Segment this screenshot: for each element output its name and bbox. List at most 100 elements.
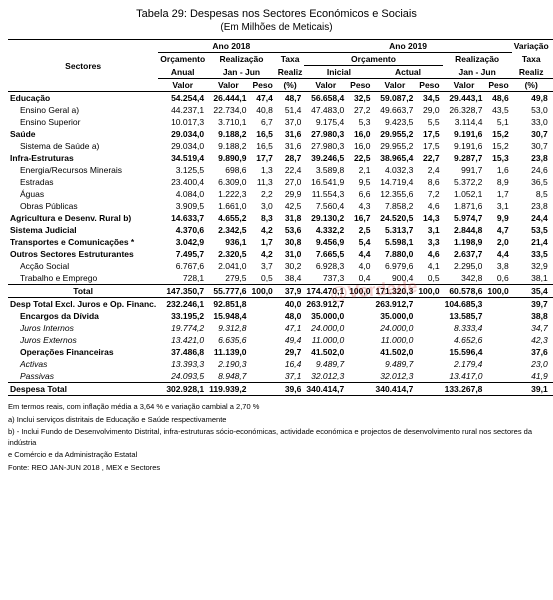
cell-value: 5,4 <box>347 236 373 248</box>
cell-value: 22,7 <box>416 152 442 164</box>
table-row: Acção Social6.767,62.041,03,730,26.928,3… <box>8 260 553 272</box>
cell-value: 11.139,0 <box>207 346 249 358</box>
row-label: Agricultura e Desenv. Rural b) <box>8 212 158 224</box>
cell-value: 4.655,2 <box>207 212 249 224</box>
cell-value: 2.637,7 <box>443 248 486 260</box>
cell-value: 31,8 <box>276 212 305 224</box>
cell-value: 16,0 <box>347 140 373 152</box>
cell-value: 53,6 <box>276 224 305 236</box>
cell-value: 23,8 <box>512 200 551 212</box>
cell-value: 340.414,7 <box>373 383 416 396</box>
cell-value: 6.309,0 <box>207 176 249 188</box>
header-janjun2: Jan - Jun <box>443 66 512 79</box>
cell-value: 29.955,2 <box>373 140 416 152</box>
header-valor: Valor <box>373 79 416 92</box>
header-taxa2: Taxa <box>512 53 551 66</box>
row-label: Passivas <box>8 370 158 383</box>
cell-value: 2.295,0 <box>443 260 486 272</box>
cell-value: 42,5 <box>276 200 305 212</box>
cell-value: 29,7 <box>276 346 305 358</box>
cell-value: 39,1 <box>512 383 551 396</box>
cell-value <box>416 370 442 383</box>
table-row: Activas13.393,32.190,316,49.489,79.489,7… <box>8 358 553 370</box>
table-row: Saúde29.034,09.188,216,531,627.980,316,0… <box>8 128 553 140</box>
cell-value: 24.520,5 <box>373 212 416 224</box>
cell-value: 24.000,0 <box>304 322 347 334</box>
cell-value <box>485 358 511 370</box>
cell-value: 26.444,1 <box>207 92 249 105</box>
cell-value: 54.254,4 <box>158 92 207 105</box>
header-peso: Peso <box>485 79 511 92</box>
row-label: Encargos da Dívida <box>8 310 158 322</box>
cell-value: 7,2 <box>416 188 442 200</box>
cell-value <box>485 370 511 383</box>
cell-value: 27,2 <box>347 104 373 116</box>
cell-value: 2,0 <box>485 236 511 248</box>
cell-value: 14.633,7 <box>158 212 207 224</box>
cell-value: 9.188,2 <box>207 140 249 152</box>
cell-value: 9.175,4 <box>304 116 347 128</box>
row-label: Transportes e Comunicações * <box>8 236 158 248</box>
cell-value: 48,6 <box>485 92 511 105</box>
cell-value: 15.596,4 <box>443 346 486 358</box>
header-orcamento: Orçamento <box>158 53 207 66</box>
cell-value: 4,4 <box>347 248 373 260</box>
cell-value: 32.012,3 <box>304 370 347 383</box>
cell-value: 7.665,5 <box>304 248 347 260</box>
header-valor: Valor <box>158 79 207 92</box>
table-row: Operações Financeiras37.486,811.139,029,… <box>8 346 553 358</box>
cell-value: 11.000,0 <box>373 334 416 346</box>
cell-value: 41.502,0 <box>373 346 416 358</box>
cell-value: 55.777,6 <box>207 285 249 298</box>
cell-value: 133.267,8 <box>443 383 486 396</box>
cell-value: 4.032,3 <box>373 164 416 176</box>
cell-value: 6.767,6 <box>158 260 207 272</box>
cell-value: 15,2 <box>485 128 511 140</box>
cell-value: 22.734,0 <box>207 104 249 116</box>
table-subtitle: (Em Milhões de Meticais) <box>8 22 545 33</box>
cell-value: 1.661,0 <box>207 200 249 212</box>
table-row: Ensino Geral a)44.237,122.734,040,851,44… <box>8 104 553 116</box>
header-pct: (%) <box>276 79 305 92</box>
cell-value: 1.052,1 <box>443 188 486 200</box>
cell-value: 30,2 <box>276 260 305 272</box>
cell-value: 30,7 <box>512 128 551 140</box>
data-table: Sectores Ano 2018 Ano 2019 Variação Orça… <box>8 39 553 396</box>
cell-value: 6.635,6 <box>207 334 249 346</box>
cell-value: 2,2 <box>250 188 276 200</box>
row-label: Trabalho e Emprego <box>8 272 158 285</box>
cell-value: 11,3 <box>250 176 276 188</box>
cell-value: 22,5 <box>347 152 373 164</box>
cell-value: 1,7 <box>485 188 511 200</box>
cell-value: 1.222,3 <box>207 188 249 200</box>
header-sectores: Sectores <box>8 40 158 92</box>
header-valor: Valor <box>443 79 486 92</box>
cell-value: 13.585,7 <box>443 310 486 322</box>
cell-value: 49,4 <box>276 334 305 346</box>
cell-value: 38,1 <box>512 272 551 285</box>
cell-value: 14.719,4 <box>373 176 416 188</box>
cell-value <box>485 334 511 346</box>
cell-value: 16.541,9 <box>304 176 347 188</box>
header-actual: Actual <box>373 66 442 79</box>
row-label: Sistema Judicial <box>8 224 158 236</box>
cell-value: 13.421,0 <box>158 334 207 346</box>
header-janjun: Jan - Jun <box>207 66 276 79</box>
cell-value: 39,6 <box>276 383 305 396</box>
table-title: Tabela 29: Despesas nos Sectores Económi… <box>8 8 545 20</box>
table-row: Educação54.254,426.444,147,448,756.658,4… <box>8 92 553 105</box>
cell-value: 104.685,3 <box>443 298 486 311</box>
cell-value: 49.663,7 <box>373 104 416 116</box>
cell-value: 28,7 <box>276 152 305 164</box>
row-label: Saúde <box>8 128 158 140</box>
cell-value <box>347 310 373 322</box>
cell-value: 3.042,9 <box>158 236 207 248</box>
cell-value: 23,0 <box>512 358 551 370</box>
cell-value: 9.312,8 <box>207 322 249 334</box>
cell-value: 13.393,3 <box>158 358 207 370</box>
cell-value: 16,5 <box>250 140 276 152</box>
cell-value: 342,8 <box>443 272 486 285</box>
cell-value <box>250 322 276 334</box>
cell-value <box>485 383 511 396</box>
cell-value: 5.598,1 <box>373 236 416 248</box>
